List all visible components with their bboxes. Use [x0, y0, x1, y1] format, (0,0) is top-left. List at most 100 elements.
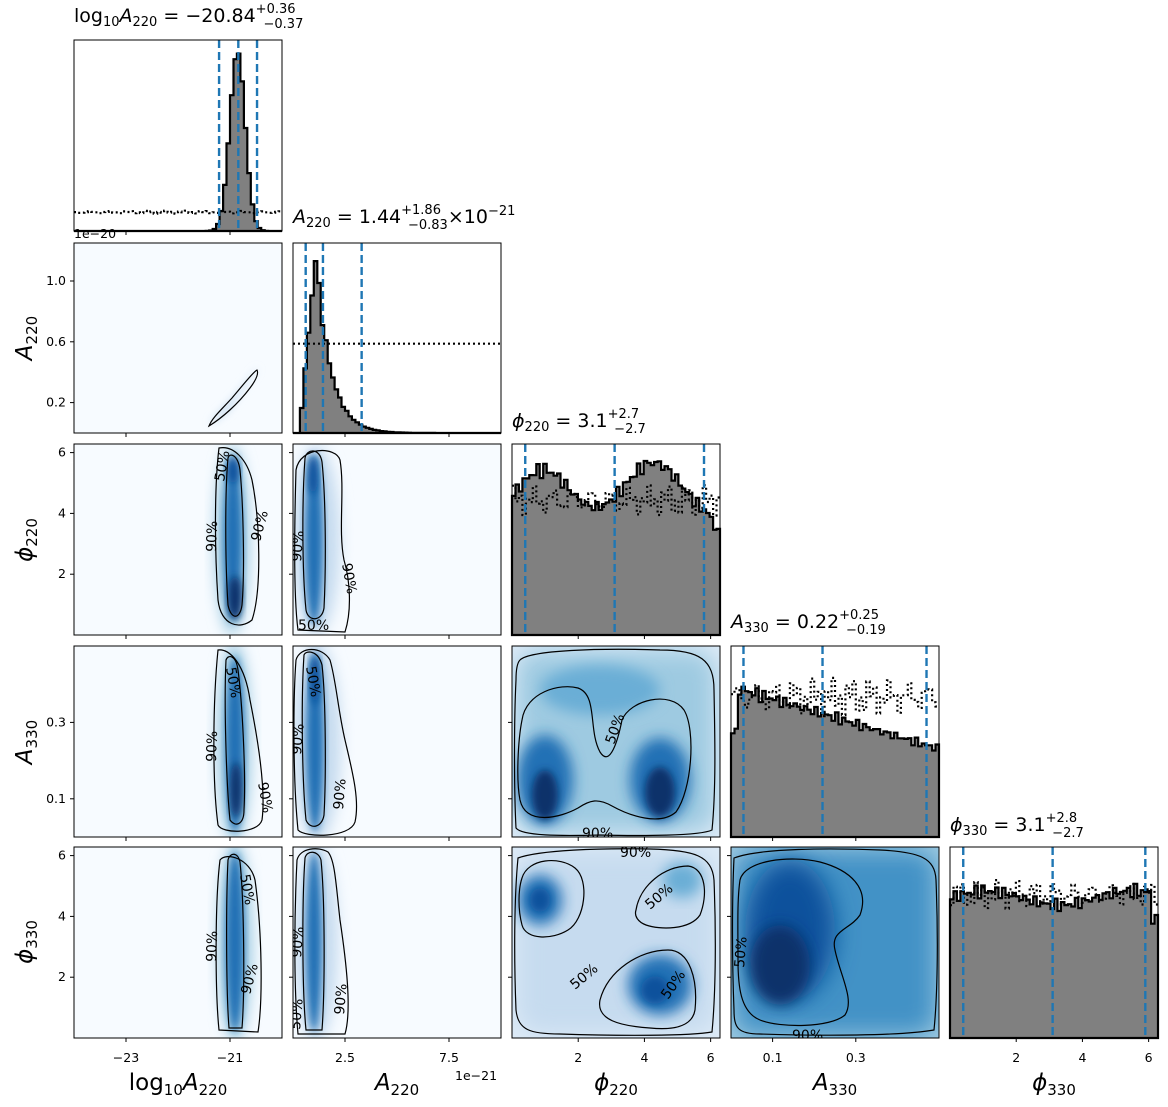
contour-50: [599, 949, 697, 1030]
title-phi330: ϕ330 = 3.1+2.8 −2.7: [950, 811, 1084, 841]
panel-phi220-vs-logA220: 50% 90% 90%: [74, 444, 282, 635]
contour-50: [517, 686, 692, 820]
contour-label: 90%: [620, 845, 651, 861]
contour-90: [213, 649, 264, 832]
panel-A330-vs-A220: 50% 90% 90%: [289, 646, 501, 837]
contour-50: [225, 454, 245, 617]
x-tick-label: 6: [707, 1050, 715, 1065]
x-tick-label: 4: [640, 1050, 648, 1065]
histogram-bars: [948, 882, 1160, 1040]
xlabel-A330: A330: [811, 1070, 857, 1099]
contour-label: 50%: [212, 449, 233, 482]
panel-frame: [511, 443, 721, 636]
y-tick-label: 1.0: [46, 273, 66, 288]
histogram-A220: [293, 243, 501, 435]
axis-ticks: −23 −21 2.5 7.5 2 4 6 0.1 0.3 2 4 6 0.2 0.6 1.0 2 4 6 0.1 0…: [46, 231, 1153, 1065]
axes-frames: [73, 39, 1159, 1039]
x-tick-label: 0.3: [846, 1050, 866, 1065]
histogram-bars: [729, 685, 941, 839]
contour-90: [207, 369, 259, 428]
contour-label: 90%: [792, 1028, 823, 1044]
contour-50: [518, 860, 585, 938]
x-tick-label: 4: [1078, 1050, 1086, 1065]
y-tick-label: 0.1: [46, 791, 66, 806]
contour-90: [294, 449, 351, 633]
contour-label: 90%: [289, 723, 308, 755]
y-tick-label: 2: [58, 566, 66, 581]
contour-90: [294, 848, 349, 1035]
panel-frame: [73, 645, 283, 838]
y-tick-label: 4: [58, 505, 66, 520]
y-tick-label: 0.3: [46, 714, 66, 729]
xlabel-A220: A220: [373, 1070, 419, 1099]
offset-label-A220-row: 1e−20: [74, 226, 116, 241]
contour-label: 90%: [204, 930, 221, 962]
contour-50: [302, 851, 325, 1031]
panel-frame: [511, 645, 721, 838]
ylabel-phi220: ϕ220: [12, 518, 41, 562]
contour-label: 90%: [338, 562, 359, 595]
panel-frame: [292, 846, 502, 1039]
contour-50: [301, 651, 326, 827]
contour-label: 90%: [204, 730, 221, 762]
contour-label: 90%: [332, 983, 351, 1015]
contour-90: [214, 447, 260, 626]
contour-label: 90%: [248, 509, 272, 543]
histogram-phi220: [510, 444, 722, 637]
y-tick-label: 6: [58, 848, 66, 863]
x-tick-label: 6: [1145, 1050, 1153, 1065]
contour-label: 50%: [302, 665, 323, 698]
panel-frame: [73, 846, 283, 1039]
panel-phi330-vs-phi220: 90% 50% 50% 50%: [512, 845, 720, 1038]
histogram-A330: [729, 646, 941, 839]
panel-frame: [730, 846, 940, 1039]
panel-frame: [292, 443, 502, 636]
contour-label: 90%: [204, 520, 221, 552]
contour-50: [302, 450, 326, 620]
panel-frame: [73, 39, 283, 232]
contour-label: 90%: [331, 778, 350, 810]
contour-label: 90%: [254, 781, 275, 814]
contour-label: 50%: [298, 618, 329, 634]
y-tick-label: 0.6: [46, 334, 66, 349]
title-A220: A220 = 1.44+1.86 −0.83×10−21: [291, 203, 515, 233]
contour-50: [226, 853, 245, 1029]
histogram-phi330: [948, 847, 1160, 1040]
prior-histogram: [731, 676, 939, 718]
histogram-bars: [510, 459, 722, 637]
xlabel-phi330: ϕ330: [1032, 1070, 1076, 1099]
panel-phi330-vs-A220: 90% 90% 50%: [288, 847, 501, 1038]
contour-label: 90%: [289, 530, 308, 562]
contour-90: [514, 848, 716, 1036]
ylabel-phi330: ϕ330: [12, 920, 41, 964]
contour-label: 50%: [288, 998, 307, 1030]
xlabel-phi220: ϕ220: [594, 1070, 638, 1099]
panel-frame: [292, 645, 502, 838]
contour-90: [215, 856, 262, 1033]
panel-A330-vs-phi220: 50% 90%: [512, 646, 720, 837]
contour-50: [737, 858, 864, 1027]
title-log10A220: log10A220 = −20.84+0.36 −0.37: [74, 2, 303, 32]
y-tick-label: 6: [58, 445, 66, 460]
panel-A220-vs-logA220: [74, 243, 282, 433]
prior-histogram: [74, 209, 282, 215]
panel-frame: [730, 645, 940, 838]
x-tick-label: 2: [1012, 1050, 1020, 1065]
x-tick-label: 2: [574, 1050, 582, 1065]
panel-frame: [949, 846, 1159, 1039]
histogram-logA220: [74, 40, 282, 233]
y-tick-label: 2: [58, 969, 66, 984]
title-A330: A330 = 0.22+0.25 −0.19: [729, 608, 886, 638]
ylabel-A220: A220: [12, 316, 41, 362]
panel-phi220-vs-A220: 90% 90% 50%: [289, 444, 501, 635]
panel-A330-vs-logA220: 50% 90% 90%: [74, 646, 282, 837]
contour-90: [293, 648, 358, 836]
contour-90: [731, 848, 938, 1036]
contour-label: 90%: [238, 962, 262, 996]
prior-histogram: [512, 484, 720, 517]
x-tick-label: −21: [217, 1050, 243, 1065]
contour-label: 50%: [236, 873, 257, 906]
panel-frame: [73, 242, 283, 434]
xlabel-log10A220: log10A220: [129, 1070, 228, 1099]
